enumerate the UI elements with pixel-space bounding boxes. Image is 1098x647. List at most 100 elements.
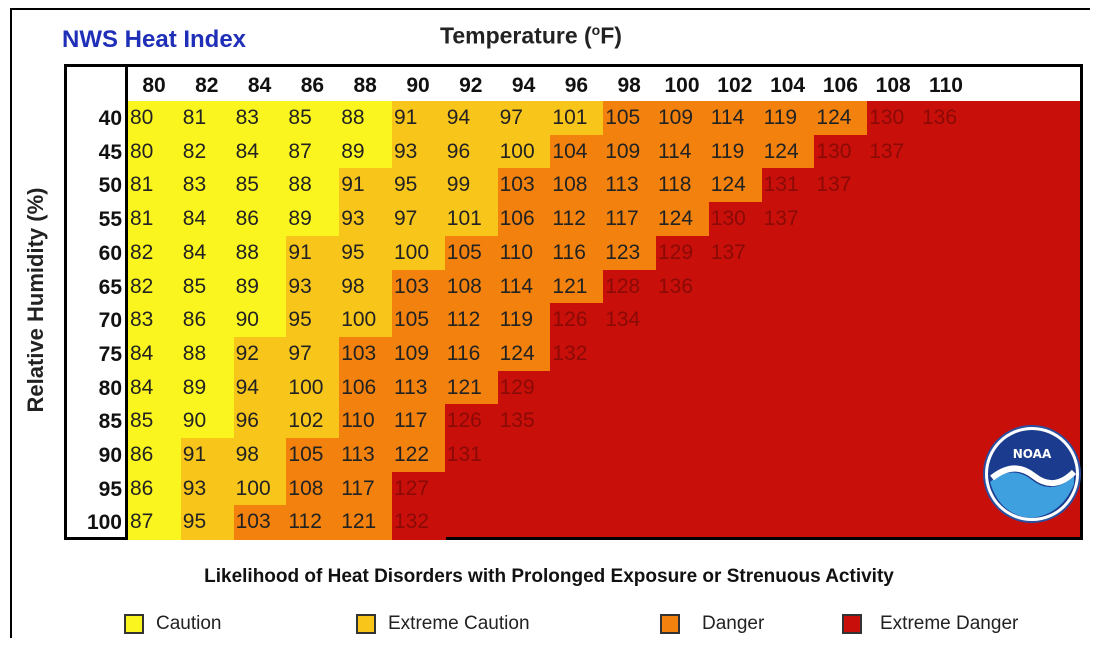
heat-index-cell: 82	[128, 269, 182, 305]
heat-index-cell: 121	[550, 269, 605, 305]
heat-index-cell: 89	[180, 370, 235, 406]
temperature-tick: 90	[406, 74, 430, 97]
legend-caution: Caution	[124, 612, 222, 636]
heat-index-cell: 86	[128, 471, 182, 507]
humidity-tick: 45	[98, 140, 122, 164]
heat-index-cell: 103	[497, 168, 552, 204]
heat-index-cell: 97	[497, 101, 552, 136]
heat-index-cell: 83	[180, 168, 235, 204]
heat-index-cell: 82	[180, 134, 235, 170]
legend-swatch-extreme-danger	[842, 614, 862, 634]
heat-index-cell: 132	[550, 336, 605, 372]
temperature-tick: 86	[300, 74, 325, 97]
heat-index-cell: 112	[444, 303, 499, 338]
heat-index-cell: 119	[708, 134, 763, 170]
heat-index-cell: 128	[603, 269, 657, 305]
temperature-tick: 98	[617, 74, 641, 97]
heat-index-cell: 110	[497, 235, 552, 271]
temperature-tick: 94	[511, 74, 536, 97]
heat-index-cell: 109	[603, 134, 657, 170]
humidity-tick: 70	[98, 309, 122, 333]
heat-index-cell: 91	[339, 168, 393, 204]
heat-index-cell: 131	[444, 438, 499, 473]
heat-index-cell: 121	[339, 505, 393, 541]
heat-index-cell: 134	[603, 303, 657, 338]
heat-index-cell: 130	[867, 101, 921, 136]
heat-index-cell: 103	[233, 505, 288, 541]
heat-index-cell: 101	[444, 202, 499, 237]
legend-swatch-extreme-caution	[356, 614, 376, 634]
heat-index-cell: 100	[339, 303, 393, 338]
heat-index-cell: 80	[128, 101, 182, 136]
heat-index-cell: 96	[233, 404, 288, 439]
heat-index-cell: 124	[761, 134, 816, 170]
heat-index-cell: 90	[233, 303, 288, 338]
humidity-tick: 55	[98, 208, 122, 232]
heat-index-cell: 86	[128, 438, 182, 473]
legend-swatch-caution	[124, 614, 144, 634]
legend-extreme-danger: Extreme Danger	[842, 612, 1018, 636]
heat-index-cell: 108	[550, 168, 605, 204]
heat-index-cell: 97	[392, 202, 446, 237]
heat-index-cell: 130	[708, 202, 763, 237]
humidity-tick: 90	[98, 444, 122, 467]
heat-index-cell: 84	[233, 134, 288, 170]
heat-index-cell: 100	[497, 134, 552, 170]
temperature-tick: 92	[459, 74, 483, 97]
heat-index-cell: 81	[128, 202, 182, 237]
heat-index-cell: 114	[708, 101, 763, 136]
heat-index-cell: 92	[233, 336, 288, 372]
humidity-tick: 50	[98, 174, 122, 198]
heat-index-cell: 89	[339, 134, 393, 170]
heat-index-cell: 137	[708, 235, 763, 271]
heat-index-cell: 112	[550, 202, 605, 237]
heat-index-cell: 108	[286, 471, 341, 507]
heat-index-cell: 117	[392, 404, 446, 439]
humidity-tick: 100	[86, 511, 122, 535]
heat-index-cell: 124	[656, 202, 710, 237]
heat-index-cell: 93	[339, 202, 393, 237]
temperature-tick: 110	[929, 74, 963, 97]
heat-index-cell: 85	[128, 404, 182, 439]
heat-index-cell: 136	[920, 101, 974, 136]
heat-index-cell: 104	[550, 134, 605, 170]
heat-index-cell: 82	[128, 235, 182, 271]
heat-index-cell: 117	[339, 471, 393, 507]
heat-index-cell: 105	[392, 303, 446, 338]
legend-label-extreme-caution: Extreme Caution	[388, 613, 530, 634]
temperature-tick: 108	[875, 74, 911, 97]
heat-index-cell: 124	[814, 101, 869, 136]
heat-index-cell: 108	[444, 269, 499, 305]
heat-index-cell: 91	[286, 235, 341, 271]
heat-index-cell: 88	[339, 101, 393, 136]
heat-index-cell: 114	[656, 134, 710, 170]
heat-index-cell: 106	[339, 370, 393, 406]
heat-index-cell: 81	[128, 168, 182, 204]
heat-index-cell: 126	[444, 404, 499, 439]
heat-index-cell: 84	[180, 235, 235, 271]
heat-index-cell: 98	[233, 438, 288, 473]
heat-index-cell: 88	[180, 336, 235, 372]
heat-index-cell: 106	[497, 202, 552, 237]
heat-index-cell: 136	[656, 269, 710, 305]
heat-index-cell: 117	[603, 202, 657, 237]
heat-index-cell: 129	[656, 235, 710, 271]
heat-index-cell: 135	[497, 404, 552, 439]
temperature-tick: 102	[717, 74, 753, 97]
heat-index-cell: 130	[814, 134, 869, 170]
heat-index-cell: 100	[392, 235, 446, 271]
heat-index-cell: 87	[286, 134, 341, 170]
heat-index-cell: 137	[867, 134, 921, 170]
heat-index-cell: 95	[180, 505, 235, 541]
heat-index-cell: 123	[603, 235, 657, 271]
row-header-separator	[125, 67, 128, 537]
heat-index-cell: 127	[392, 471, 446, 507]
heat-index-cell: 85	[286, 101, 341, 136]
heat-index-cell: 97	[286, 336, 341, 372]
heat-index-cell: 84	[180, 202, 235, 237]
heat-index-cell: 119	[497, 303, 552, 338]
legend-extreme-caution: Extreme Caution	[356, 612, 530, 636]
temperature-tick: 82	[195, 74, 219, 97]
heat-index-cell: 101	[550, 101, 605, 136]
frame-top-border	[10, 8, 1090, 10]
